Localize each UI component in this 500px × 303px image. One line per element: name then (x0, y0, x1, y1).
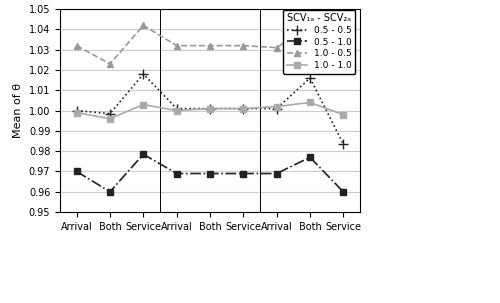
Legend: 0.5 - 0.5, 0.5 - 1.0, 1.0 - 0.5, 1.0 - 1.0: 0.5 - 0.5, 0.5 - 1.0, 1.0 - 0.5, 1.0 - 1… (284, 9, 356, 74)
Y-axis label: Mean of θ: Mean of θ (13, 83, 23, 138)
